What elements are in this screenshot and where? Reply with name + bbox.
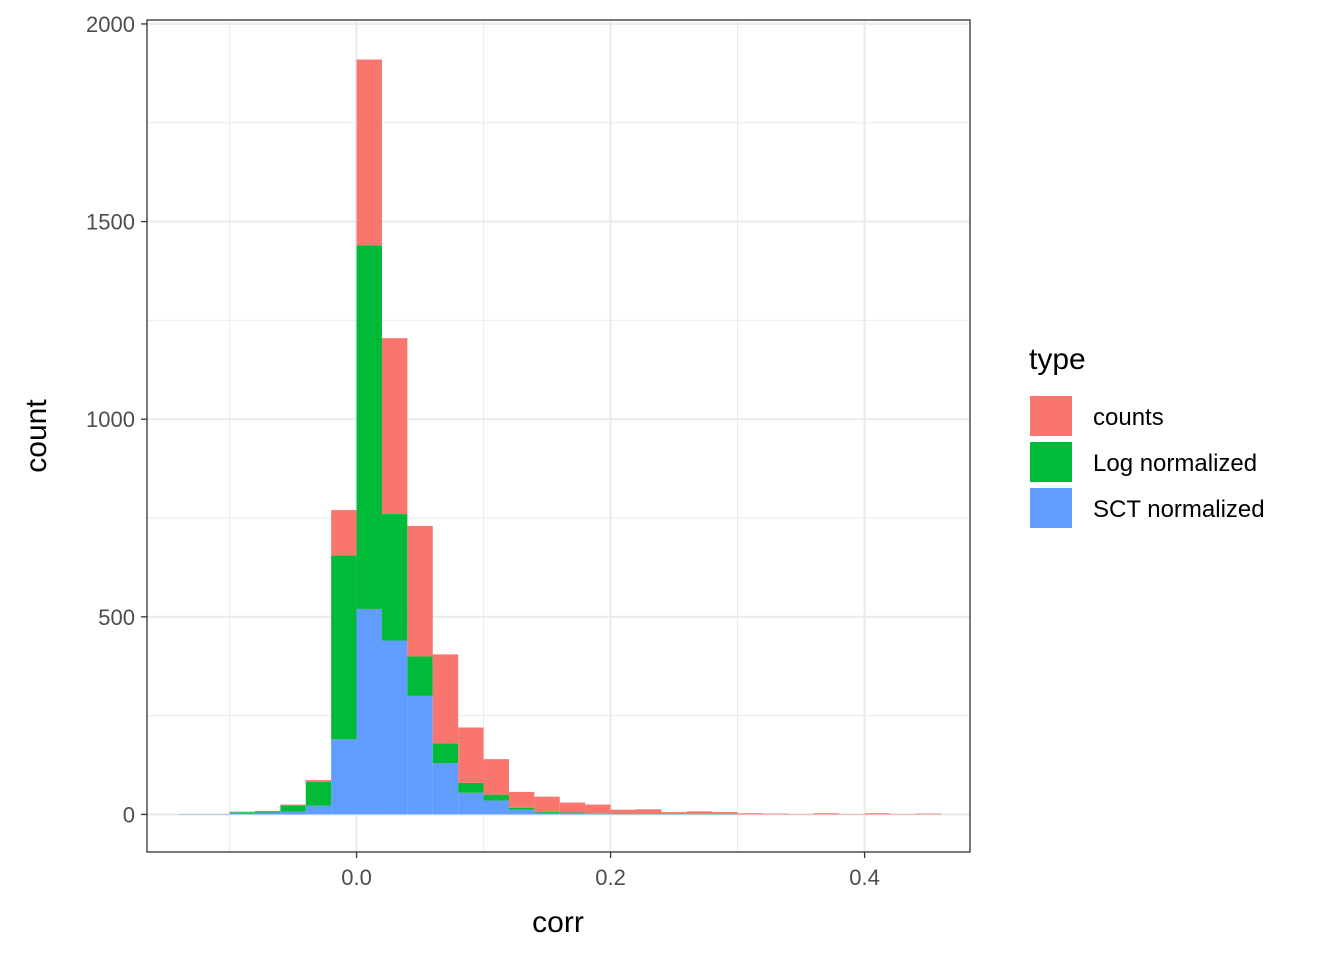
bar-counts bbox=[585, 804, 611, 814]
bar-log-normalized bbox=[458, 782, 484, 793]
bar-sct-normalized bbox=[381, 640, 408, 815]
bar-log-normalized bbox=[407, 656, 433, 696]
bar-log-normalized bbox=[356, 245, 382, 609]
bar-sct-normalized bbox=[254, 812, 281, 815]
y-axis-ticks: 0 500 1000 1500 2000 bbox=[86, 12, 147, 827]
bar-log-normalized bbox=[331, 555, 357, 740]
bar-sct-normalized bbox=[356, 608, 382, 815]
bar-counts bbox=[737, 813, 763, 815]
y-tick-label: 1500 bbox=[86, 210, 135, 235]
plot-panel-border bbox=[146, 19, 971, 853]
bar-sct-normalized bbox=[229, 812, 255, 815]
bar-sct-normalized bbox=[280, 811, 306, 815]
legend-label: Log normalized bbox=[1093, 450, 1257, 477]
legend-key-log-normalized bbox=[1030, 442, 1072, 482]
bar-log-normalized bbox=[432, 743, 459, 764]
bar-counts bbox=[762, 813, 789, 815]
bar-log-normalized bbox=[280, 805, 306, 812]
bar-sct-normalized bbox=[559, 813, 586, 815]
bar-sct-normalized bbox=[305, 805, 332, 815]
bar-counts bbox=[381, 338, 408, 515]
bar-log-normalized bbox=[508, 807, 535, 810]
y-tick-label: 0 bbox=[123, 802, 135, 827]
bar-counts bbox=[534, 796, 560, 812]
bar-counts bbox=[458, 727, 484, 783]
y-tick-label: 1000 bbox=[86, 407, 135, 432]
y-tick-label: 500 bbox=[98, 605, 135, 630]
bar-log-normalized bbox=[534, 811, 560, 813]
legend-title: type bbox=[1029, 343, 1086, 376]
bar-counts bbox=[508, 791, 535, 808]
bar-log-normalized bbox=[483, 794, 509, 801]
bar-counts bbox=[280, 804, 306, 806]
bar-counts bbox=[432, 654, 459, 744]
bar-counts bbox=[864, 813, 890, 815]
legend-label: SCT normalized bbox=[1093, 496, 1265, 523]
bar-sct-normalized bbox=[508, 809, 535, 815]
bar-counts bbox=[559, 802, 586, 813]
x-axis-ticks: 0.0 0.2 0.4 bbox=[341, 852, 880, 890]
bar-sct-normalized bbox=[585, 813, 611, 815]
bar-log-normalized bbox=[381, 514, 408, 641]
bar-counts bbox=[407, 525, 433, 657]
bar-sct-normalized bbox=[407, 695, 433, 815]
major-gridlines bbox=[147, 20, 970, 852]
x-tick-label: 0.0 bbox=[341, 865, 372, 890]
bar-sct-normalized bbox=[458, 792, 484, 815]
bar-counts bbox=[483, 759, 509, 795]
bar-log-normalized bbox=[229, 812, 255, 813]
bar-counts bbox=[305, 780, 332, 783]
minor-gridlines bbox=[147, 20, 970, 852]
x-axis-title: corr bbox=[532, 906, 584, 939]
y-tick-label: 2000 bbox=[86, 12, 135, 37]
bar-counts bbox=[661, 812, 687, 814]
bar-counts bbox=[331, 510, 357, 556]
bar-counts bbox=[356, 59, 382, 246]
bar-log-normalized bbox=[254, 811, 281, 813]
bar-sct-normalized bbox=[534, 812, 560, 815]
bar-log-normalized bbox=[305, 782, 332, 806]
bar-sct-normalized bbox=[331, 739, 357, 815]
legend: type counts Log normalized SCT normalized bbox=[1029, 343, 1265, 528]
bar-sct-normalized bbox=[432, 763, 459, 815]
bar-counts bbox=[915, 813, 941, 815]
y-axis-title: count bbox=[20, 399, 53, 473]
bar-sct-normalized bbox=[483, 800, 509, 815]
bar-counts bbox=[813, 813, 840, 815]
x-tick-label: 0.2 bbox=[595, 865, 626, 890]
bar-counts bbox=[635, 809, 662, 814]
bar-counts bbox=[712, 812, 738, 814]
bar-counts bbox=[610, 809, 636, 814]
legend-key-counts bbox=[1030, 396, 1072, 436]
legend-label: counts bbox=[1093, 404, 1164, 431]
legend-key-sct-normalized bbox=[1030, 488, 1072, 528]
bar-counts bbox=[686, 811, 713, 814]
histogram-bars bbox=[178, 59, 941, 815]
bar-log-normalized bbox=[559, 812, 586, 814]
x-tick-label: 0.4 bbox=[849, 865, 880, 890]
